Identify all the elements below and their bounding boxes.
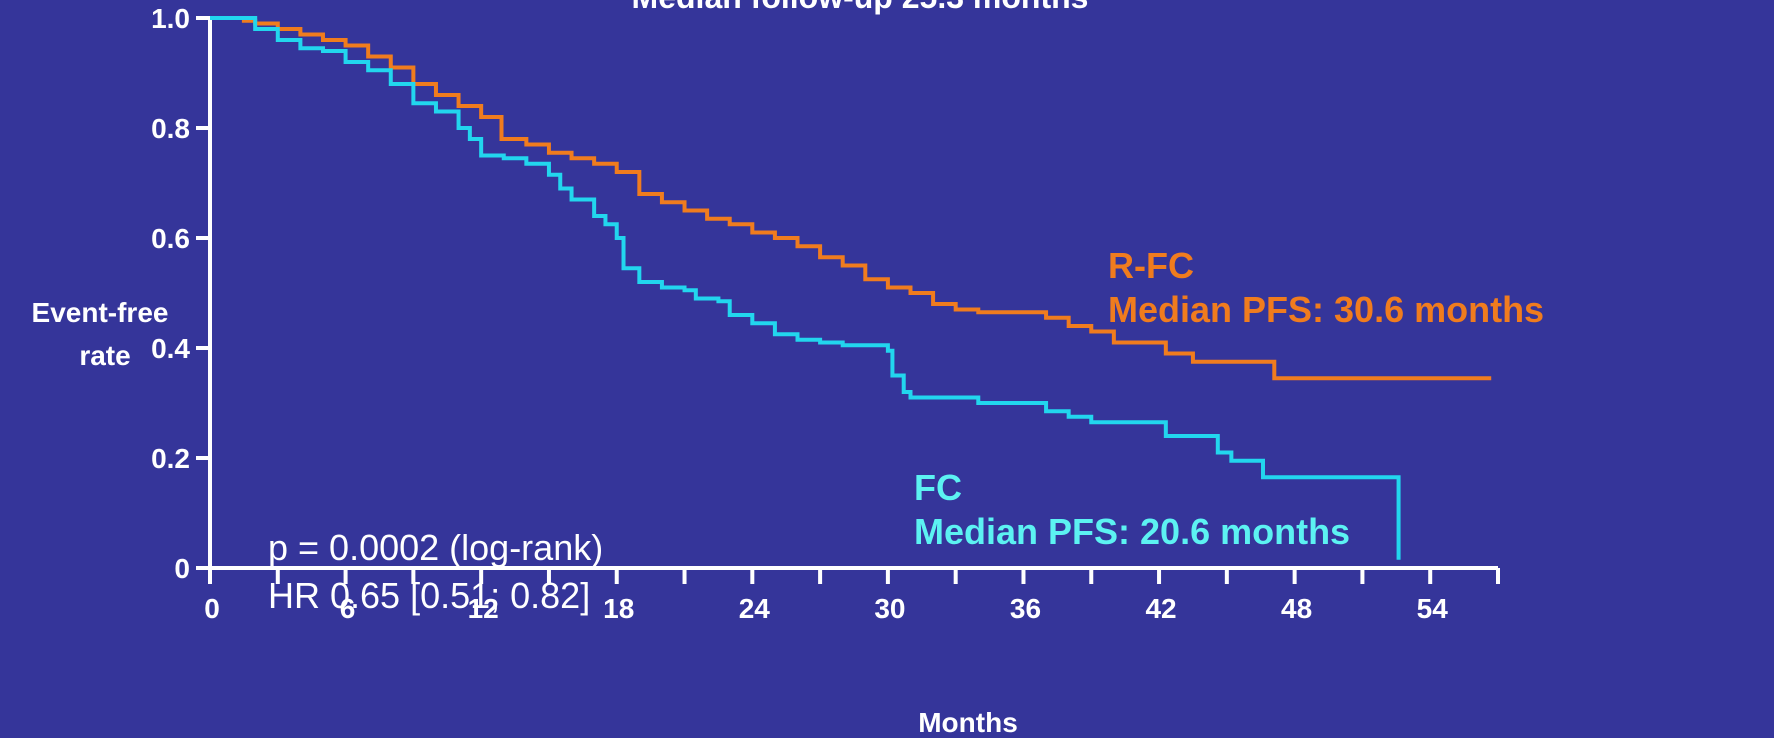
x-tick-label: 6 <box>340 593 356 624</box>
series-annotation: Median PFS: 20.6 months <box>914 511 1350 552</box>
y-tick-label: 0.6 <box>151 223 190 254</box>
y-tick-label: 0 <box>174 553 190 584</box>
x-tick-label: 0 <box>204 593 220 624</box>
x-tick-label: 18 <box>603 593 634 624</box>
x-tick-label: 36 <box>1010 593 1041 624</box>
annotation: p = 0.0002 (log-rank) <box>268 527 603 568</box>
x-tick-label: 48 <box>1281 593 1312 624</box>
y-axis-label: rate <box>79 340 130 371</box>
y-tick-label: 1.0 <box>151 3 190 34</box>
y-tick-label: 0.8 <box>151 113 190 144</box>
survival-curve <box>210 16 1401 560</box>
series-label: R-FC <box>1108 245 1194 286</box>
y-tick-label: 0.2 <box>151 443 190 474</box>
x-tick-label: 30 <box>874 593 905 624</box>
x-tick-label: 42 <box>1145 593 1176 624</box>
x-tick-label: 24 <box>739 593 771 624</box>
x-tick-label: 12 <box>468 593 499 624</box>
y-tick-label: 0.4 <box>151 333 190 364</box>
x-tick-label: 54 <box>1417 593 1449 624</box>
chart-title: Median follow-up 25.3 months <box>632 0 1089 15</box>
series-annotation: Median PFS: 30.6 months <box>1108 289 1544 330</box>
survival-curve <box>210 16 1492 381</box>
y-axis-label: Event-free <box>32 297 169 328</box>
annotation: HR 0.65 [0.51; 0.82] <box>268 575 590 616</box>
series-label: FC <box>914 467 962 508</box>
x-axis-label: Months <box>918 707 1018 738</box>
